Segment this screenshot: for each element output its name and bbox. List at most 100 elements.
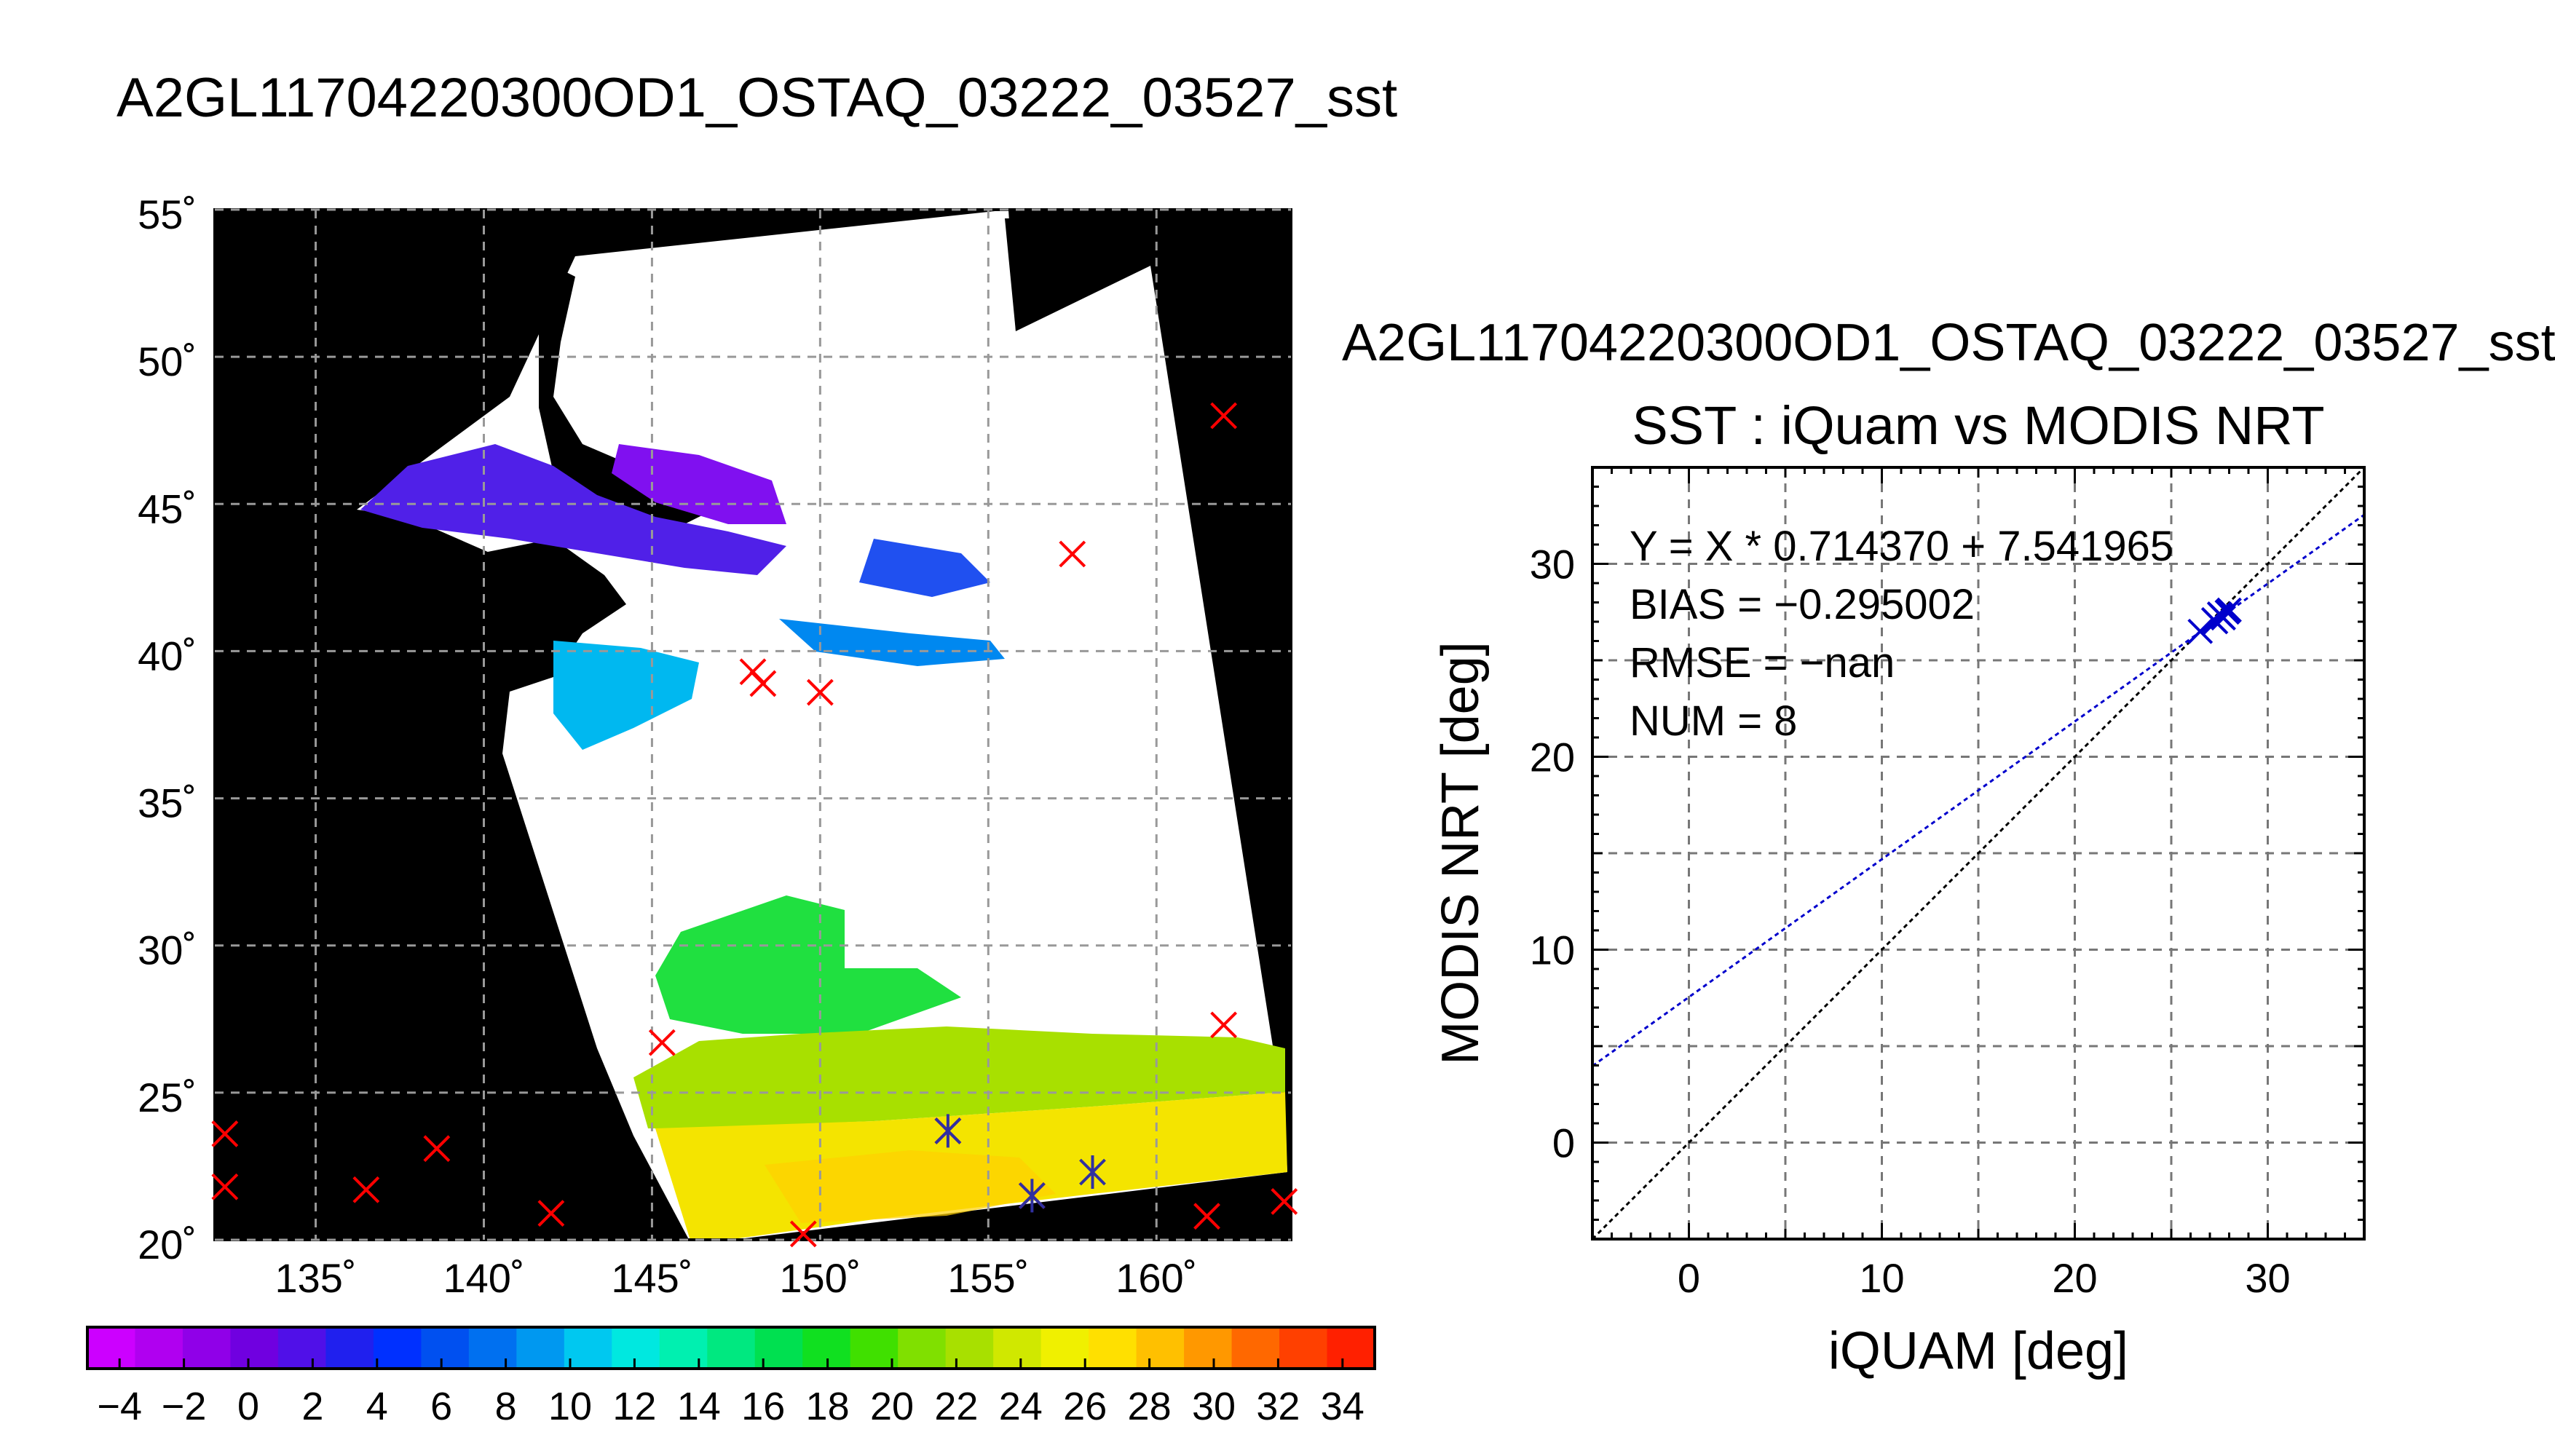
colorbar-tick-label: −4 (97, 1385, 142, 1428)
map-lon-label: 140˚ (443, 1255, 524, 1301)
map-match-point (648, 1029, 676, 1056)
colorbar-swatch (1327, 1327, 1375, 1369)
colorbar-tick-label: 26 (1063, 1385, 1107, 1428)
map-lon-label: 155˚ (947, 1255, 1029, 1301)
map-lat-label: 20˚ (138, 1222, 197, 1267)
map-match-point (1210, 1011, 1238, 1039)
map-frame (213, 208, 1292, 1241)
sst-violet-patch (612, 444, 786, 524)
map-lon-label: 135˚ (275, 1255, 357, 1301)
map-plot-area (215, 210, 1291, 1240)
land-kuril-coast (1005, 218, 1136, 331)
colorbar-tick-label: 8 (495, 1385, 517, 1428)
colorbar-tick-label: 34 (1321, 1385, 1365, 1428)
colorbar-swatch (135, 1327, 183, 1369)
colorbar-tick-label: 0 (237, 1385, 259, 1428)
x-tick-label: 20 (2052, 1255, 2097, 1301)
colorbar-swatch (1040, 1327, 1090, 1369)
colorbar-tick-label: 2 (301, 1385, 323, 1428)
y-tick-label: 20 (1530, 735, 1575, 780)
map-lat-label: 25˚ (138, 1075, 197, 1120)
map-lon-label: 150˚ (779, 1255, 861, 1301)
colorbar-swatch (277, 1327, 327, 1369)
y-tick-label: 10 (1530, 927, 1575, 973)
y-axis-label: MODIS NRT [deg] (1431, 641, 1490, 1065)
sst-lightgreen-band (633, 1026, 1285, 1128)
map-lat-label: 50˚ (138, 339, 197, 384)
colorbar-swatch (516, 1327, 565, 1369)
map-match-point (211, 1120, 239, 1147)
colorbar-swatch (1089, 1327, 1137, 1369)
map-gridlines (215, 208, 1291, 1241)
colorbar-swatch (230, 1327, 279, 1369)
scatter-point (2200, 606, 2227, 633)
map-matchup-point (1079, 1155, 1106, 1190)
scatter-tick-labels: 0 10 20 30 0 10 20 30 (1530, 542, 2291, 1302)
colorbar-tick-label: 14 (677, 1385, 721, 1428)
scatter-ticks (1591, 466, 2366, 1241)
colorbar-tick-label: −2 (162, 1385, 207, 1428)
map-match-point (211, 1173, 239, 1200)
scatter-gridlines (1592, 467, 2364, 1239)
colorbar-swatch (1136, 1327, 1185, 1369)
map-lon-label: 160˚ (1115, 1255, 1197, 1301)
regression-line (1592, 513, 2364, 1067)
x-tick-label: 30 (2245, 1255, 2290, 1301)
map-match-point (423, 1135, 451, 1163)
colorbar-tick-label: 10 (548, 1385, 592, 1428)
map-matchup-point (934, 1114, 962, 1148)
colorbar-swatch (468, 1327, 518, 1369)
map-match-point (806, 678, 834, 706)
colorbar-swatch (564, 1327, 613, 1369)
map-lat-label: 45˚ (138, 486, 197, 531)
map-lat-label: 55˚ (138, 191, 197, 237)
sst-colorbar (86, 1326, 1376, 1370)
scatter-point (2211, 605, 2236, 631)
colorbar-tick-label: 32 (1256, 1385, 1300, 1428)
sst-cyan-patch (553, 641, 699, 750)
colorbar-tick-label: 28 (1128, 1385, 1172, 1428)
colorbar-swatch (325, 1327, 374, 1369)
colorbar-tick-label: 4 (366, 1385, 388, 1428)
colorbar-swatch (898, 1327, 947, 1369)
colorbar-tick-label: 24 (999, 1385, 1043, 1428)
map-match-points (211, 402, 1298, 1248)
colorbar-tick-label: 20 (870, 1385, 914, 1428)
scatter-points (2187, 597, 2242, 644)
map-match-point (1193, 1203, 1220, 1230)
one-to-one-line (1592, 467, 2364, 1239)
sst-cold-patch-north (360, 444, 786, 575)
sst-blue-patch-mid (779, 619, 1005, 666)
colorbar-swatch (1279, 1327, 1328, 1369)
x-tick-label: 10 (1859, 1255, 1904, 1301)
scatter-stat-line: Y = X * 0.714370 + 7.541965 (1630, 523, 2173, 570)
colorbar-tick-label: 22 (934, 1385, 978, 1428)
map-lat-label: 30˚ (138, 927, 197, 973)
colorbar-swatch (182, 1327, 232, 1369)
colorbar-swatch (1184, 1327, 1233, 1369)
scatter-statistics: Y = X * 0.714370 + 7.541965 BIAS = −0.295… (1630, 523, 2173, 745)
colorbar-swatch (373, 1327, 422, 1369)
sst-orange-core (765, 1150, 1056, 1223)
colorbar-tick-label: 18 (806, 1385, 850, 1428)
colorbar-tick-label: 16 (741, 1385, 785, 1428)
colorbar-frame (86, 1326, 1376, 1370)
map-match-point (537, 1200, 565, 1227)
colorbar-swatch (850, 1327, 899, 1369)
map-lon-label: 145˚ (611, 1255, 692, 1301)
map-latitude-labels: 55˚ 50˚ 45˚ 40˚ 35˚ 30˚ 25˚ 20˚ (138, 191, 197, 1267)
map-longitude-labels: 135˚ 140˚ 145˚ 150˚ 155˚ 160˚ (275, 1255, 1198, 1301)
land-hokkaido (539, 258, 714, 539)
scatter-stat-line: BIAS = −0.295002 (1630, 581, 1975, 628)
colorbar-swatch (1231, 1327, 1281, 1369)
colorbar-swatch (87, 1327, 136, 1369)
y-tick-label: 30 (1530, 542, 1575, 587)
map-match-point (749, 670, 777, 697)
map-lat-label: 40˚ (138, 633, 197, 678)
sst-green-patch (655, 895, 961, 1034)
colorbar-swatch (659, 1327, 708, 1369)
x-axis-label: iQUAM [deg] (1828, 1322, 2128, 1380)
map-match-point (789, 1220, 817, 1248)
land-honshu (466, 539, 626, 692)
